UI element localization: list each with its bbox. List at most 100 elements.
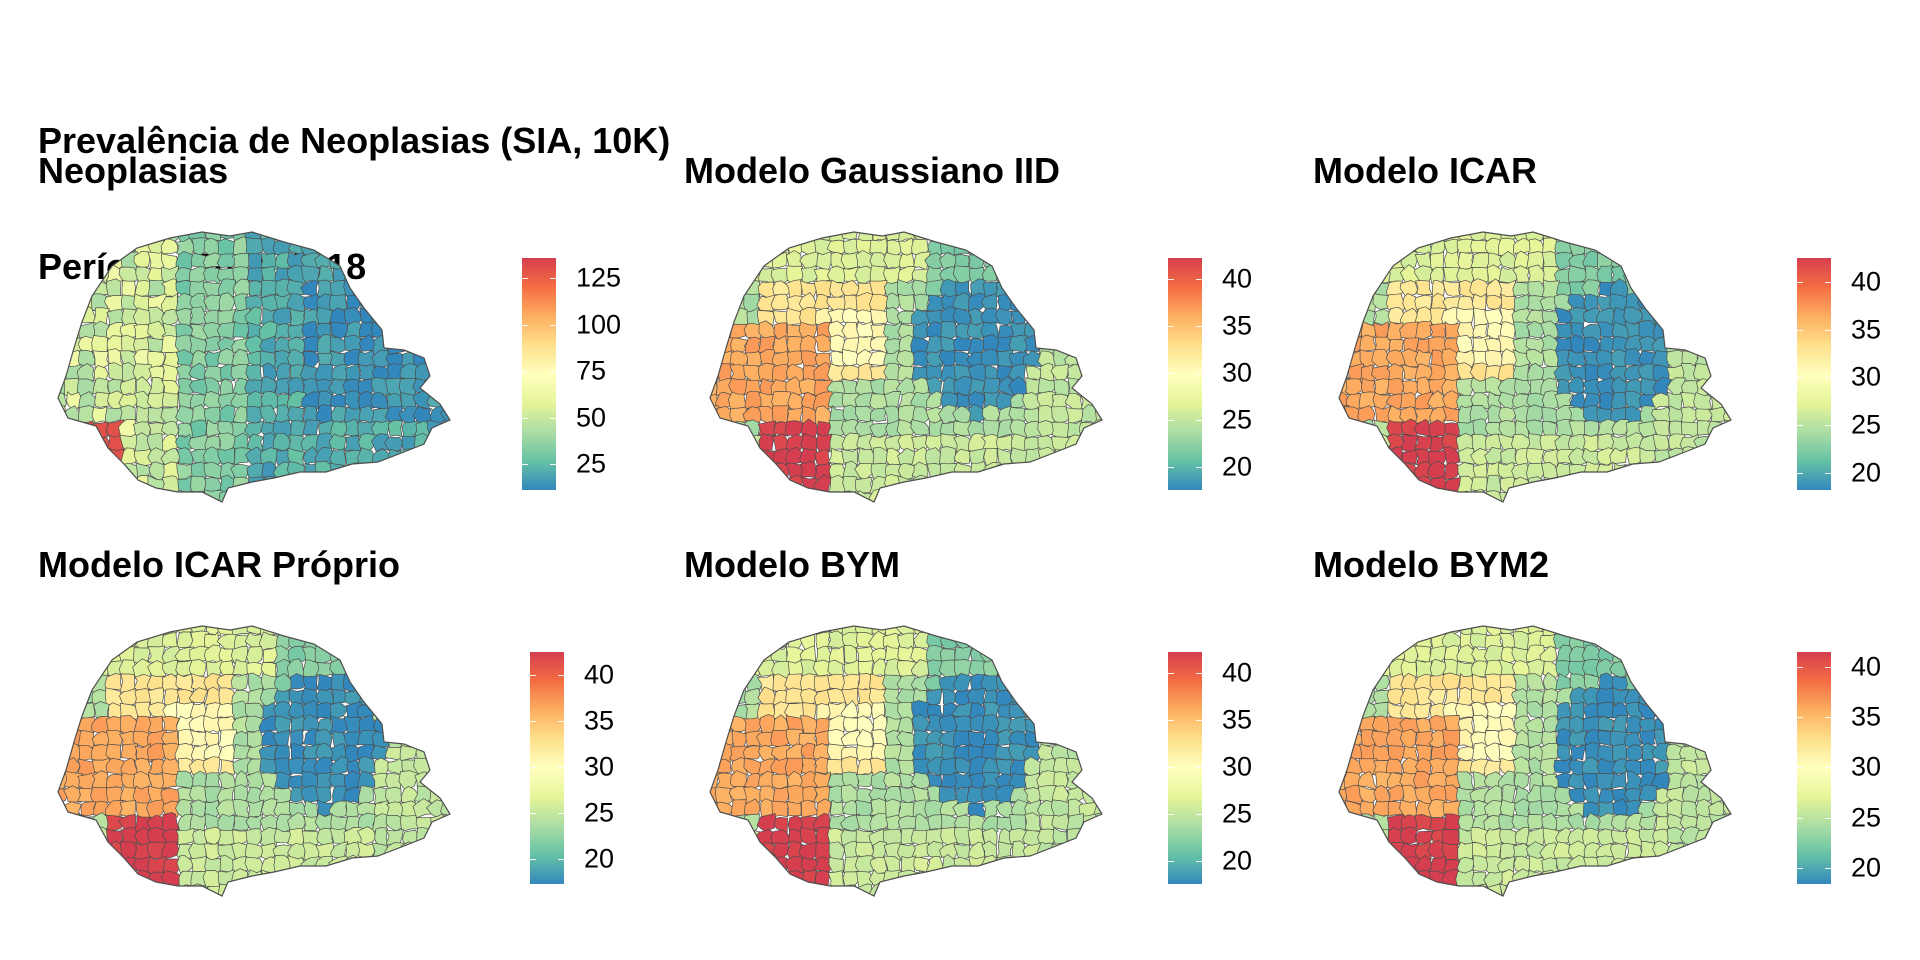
municipality-polygon xyxy=(1024,730,1042,748)
municipality-polygon xyxy=(1498,406,1518,424)
municipality-polygon xyxy=(926,390,943,409)
municipality-polygon xyxy=(385,828,404,845)
municipality-polygon xyxy=(399,814,419,832)
color-legend: 40 35 30 25 20 xyxy=(530,652,650,884)
municipality-polygon xyxy=(1596,773,1617,790)
municipality-polygon xyxy=(884,757,902,777)
municipality-polygon xyxy=(1542,390,1559,411)
municipality-polygon xyxy=(148,232,165,242)
municipality-polygon xyxy=(371,433,391,452)
municipality-polygon xyxy=(827,308,847,325)
legend-tickmark xyxy=(1797,377,1803,379)
municipality-polygon xyxy=(799,626,820,635)
municipality-polygon xyxy=(286,279,306,296)
municipality-polygon xyxy=(870,309,890,325)
municipality-polygon xyxy=(216,253,238,269)
municipality-polygon xyxy=(770,729,792,748)
legend-tick-label: 35 xyxy=(1222,310,1253,341)
legend-tick-label: 20 xyxy=(1222,845,1253,876)
municipality-polygon xyxy=(938,349,957,369)
municipality-polygon xyxy=(840,729,861,746)
municipality-polygon xyxy=(800,265,819,284)
municipality-polygon xyxy=(315,786,332,804)
legend-tickmark xyxy=(1825,817,1831,819)
municipality-polygon xyxy=(898,293,915,312)
legend-tick-label: 25 xyxy=(1851,802,1882,833)
municipality-polygon xyxy=(146,674,165,692)
municipality-polygon xyxy=(715,786,734,805)
municipality-polygon xyxy=(953,335,974,352)
municipality-polygon xyxy=(1473,307,1489,328)
municipality-polygon xyxy=(146,799,165,819)
municipality-polygon xyxy=(246,646,264,665)
municipality-polygon xyxy=(980,307,1002,324)
municipality-polygon xyxy=(1553,756,1573,774)
state-outline xyxy=(57,231,451,503)
municipality-polygon xyxy=(1414,841,1432,861)
legend-tickmark xyxy=(1825,377,1831,379)
municipality-polygon xyxy=(1081,786,1100,806)
municipality-polygon xyxy=(287,645,308,664)
legend-tickmark xyxy=(1825,329,1831,331)
municipality-polygon xyxy=(288,801,307,817)
municipality-polygon xyxy=(744,351,763,368)
legend-tickmark xyxy=(1797,817,1803,819)
municipality-polygon xyxy=(245,237,265,256)
municipality-polygon xyxy=(802,869,817,888)
municipality-polygon xyxy=(1414,251,1434,271)
municipality-polygon xyxy=(897,266,916,284)
legend-tick-label: 25 xyxy=(1222,798,1253,829)
municipality-polygon xyxy=(952,405,973,425)
municipality-polygon xyxy=(812,743,832,760)
legend-tickmark xyxy=(550,371,556,373)
legend-tickmark xyxy=(522,417,528,419)
municipality-polygon xyxy=(1456,238,1475,256)
municipality-polygon xyxy=(1372,378,1392,397)
municipality-polygon xyxy=(287,349,305,367)
legend-tickmark xyxy=(522,464,528,466)
municipality-polygon xyxy=(1399,280,1418,297)
municipality-polygon xyxy=(274,323,292,341)
municipality-polygon xyxy=(869,407,888,422)
municipality-polygon xyxy=(798,841,820,862)
legend-tick-label: 40 xyxy=(1222,657,1253,688)
municipality-polygon xyxy=(1429,266,1445,284)
municipality-polygon xyxy=(1666,757,1686,777)
municipality-polygon xyxy=(1457,321,1475,340)
municipality-polygon xyxy=(260,447,278,467)
municipality-polygon xyxy=(301,830,320,847)
municipality-polygon xyxy=(953,715,973,732)
municipality-polygon xyxy=(1372,392,1391,412)
municipality-polygon xyxy=(770,293,792,311)
municipality-polygon xyxy=(1554,251,1574,270)
municipality-polygon xyxy=(1512,756,1531,777)
municipality-polygon xyxy=(952,265,974,285)
municipality-polygon xyxy=(1596,321,1616,339)
municipality-polygon xyxy=(953,462,974,480)
municipality-polygon xyxy=(232,757,251,778)
legend-colorbar xyxy=(1168,258,1202,490)
municipality-polygon xyxy=(1484,686,1503,705)
municipality-polygon xyxy=(1388,745,1406,763)
municipality-polygon xyxy=(1638,784,1658,802)
legend-tickmark xyxy=(1196,672,1202,674)
municipality-polygon xyxy=(191,349,208,369)
municipality-polygon xyxy=(1430,251,1444,270)
municipality-polygon xyxy=(244,306,262,326)
state-outline xyxy=(57,625,451,897)
municipality-polygon xyxy=(981,840,998,860)
municipality-polygon xyxy=(1639,447,1657,467)
municipality-polygon xyxy=(204,772,221,791)
municipality-polygon xyxy=(188,687,209,704)
municipality-polygon xyxy=(927,626,944,636)
legend-tick-label: 50 xyxy=(576,402,607,433)
municipality-polygon xyxy=(147,743,166,761)
municipality-polygon xyxy=(188,659,207,677)
municipality-polygon xyxy=(132,363,154,383)
municipality-polygon xyxy=(1051,405,1072,423)
municipality-polygon xyxy=(940,306,957,326)
legend-tickmark xyxy=(550,464,556,466)
choropleth-map xyxy=(1338,231,1732,503)
municipality-polygon xyxy=(813,280,833,299)
choropleth-map xyxy=(709,625,1103,897)
